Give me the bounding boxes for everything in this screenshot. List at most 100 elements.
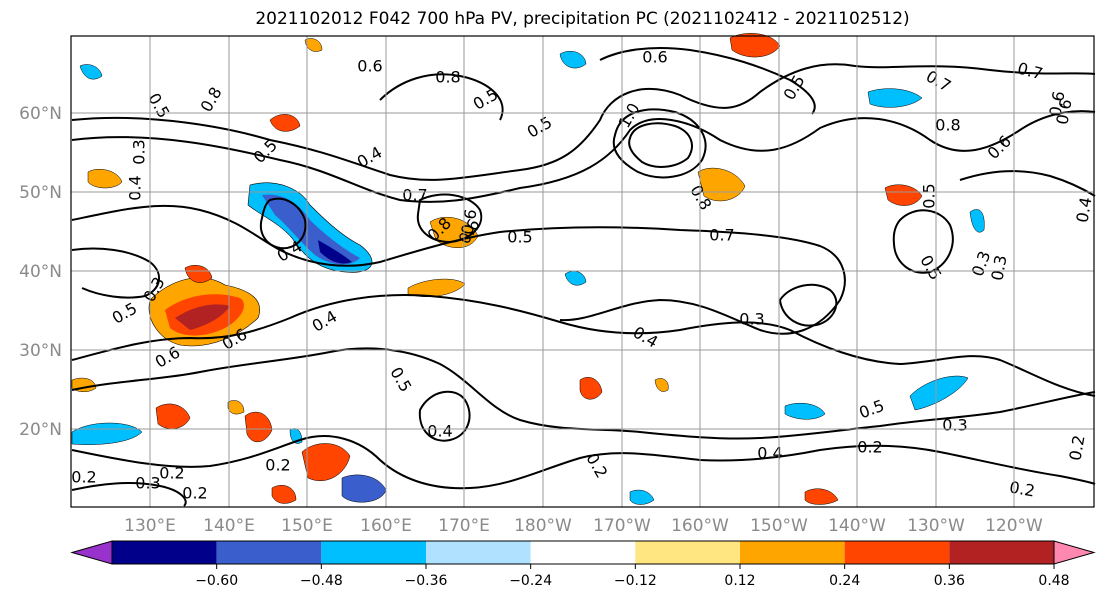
lat-label: 20°N bbox=[19, 420, 62, 440]
contour-line bbox=[71, 110, 1096, 203]
contour-label: 0.3 bbox=[135, 474, 160, 493]
contour-label: 0.5 bbox=[524, 113, 556, 142]
contour-label: 0.6 bbox=[152, 343, 184, 372]
contour-label: 0.2 bbox=[1065, 434, 1088, 462]
lon-label: 130°W bbox=[907, 516, 965, 536]
contour-label: 0.2 bbox=[857, 438, 882, 457]
colorbar-swatch bbox=[844, 541, 950, 564]
colorbar-swatch bbox=[530, 541, 636, 564]
contour-line bbox=[379, 73, 504, 121]
contour-label: 0.5 bbox=[856, 396, 886, 423]
colorbar-tick-label: −0.48 bbox=[300, 573, 343, 589]
contour-label: 0.5 bbox=[470, 85, 502, 114]
graticule bbox=[71, 36, 1094, 507]
contour-label: 0.5 bbox=[144, 90, 173, 122]
contour-line bbox=[612, 108, 707, 179]
lon-label: 120°W bbox=[985, 516, 1043, 536]
lat-label: 30°N bbox=[19, 341, 62, 361]
lon-label: 170°E bbox=[438, 516, 490, 536]
contour-label: 0.7 bbox=[1016, 59, 1046, 84]
contour-label: 0.2 bbox=[182, 484, 207, 503]
contour-label: 0.3 bbox=[739, 310, 764, 329]
lon-label: 160°E bbox=[360, 516, 412, 536]
longitude-labels: 130°E 140°E 150°E 160°E 170°E 180°W 170°W 160°W… bbox=[124, 516, 1043, 536]
contour-line bbox=[71, 204, 846, 335]
contour-label: 0.4 bbox=[1072, 196, 1095, 224]
latitude-labels: 60°N 50°N 40°N 30°N 20°N bbox=[19, 104, 62, 440]
colorbar-tick-label: −0.12 bbox=[614, 573, 657, 589]
contour-label: 0.8 bbox=[197, 84, 226, 116]
lat-label: 50°N bbox=[19, 183, 62, 203]
contour-label: 0.4 bbox=[427, 422, 452, 441]
contour-line bbox=[260, 197, 307, 250]
lon-label: 150°W bbox=[750, 516, 808, 536]
precipitation-shading bbox=[71, 33, 985, 505]
pv-contours bbox=[71, 47, 1096, 507]
contour-label: 0.3 bbox=[130, 139, 149, 164]
contour-label: 0.4 bbox=[354, 143, 386, 172]
contour-line bbox=[892, 209, 954, 274]
contour-line bbox=[71, 435, 1096, 490]
contour-line bbox=[778, 283, 838, 327]
lon-label: 140°E bbox=[203, 516, 255, 536]
contour-line bbox=[628, 122, 693, 168]
contour-label: 0.6 bbox=[457, 208, 480, 236]
lat-label: 40°N bbox=[19, 262, 62, 282]
contour-line bbox=[71, 482, 187, 507]
contour-label: 0.3 bbox=[942, 416, 967, 435]
pos-region-japan-deep bbox=[175, 304, 230, 330]
colorbar-swatch bbox=[740, 541, 845, 564]
neg-region-japan-core bbox=[262, 194, 360, 265]
colorbar-tick-label: −0.24 bbox=[509, 573, 552, 589]
contour-label: 0.7 bbox=[709, 226, 734, 245]
contour-label: 0.5 bbox=[109, 299, 141, 328]
contour-label: 0.4 bbox=[309, 307, 341, 336]
contour-label: 0.2 bbox=[159, 464, 184, 483]
contour-label: 0.4 bbox=[757, 444, 782, 463]
contour-label: 0.4 bbox=[630, 323, 662, 352]
colorbar-tick-label: 0.12 bbox=[724, 573, 755, 589]
contour-label: 0.5 bbox=[386, 364, 415, 396]
contour-line bbox=[418, 390, 471, 442]
lat-label: 60°N bbox=[19, 104, 62, 124]
map-frame bbox=[70, 35, 1095, 508]
neg-region-japan-deep bbox=[318, 240, 352, 264]
colorbar-swatch bbox=[949, 541, 1054, 564]
lon-label: 160°W bbox=[671, 516, 729, 536]
contour-line bbox=[71, 63, 1096, 181]
colorbar-swatch bbox=[635, 541, 740, 564]
contour-label: 0.4 bbox=[126, 175, 145, 200]
contour-label: 0.2 bbox=[265, 456, 290, 475]
colorbar-tick-label: 0.36 bbox=[934, 573, 965, 589]
colorbar-max-arrow bbox=[1053, 540, 1096, 565]
contour-label: 0.2 bbox=[71, 468, 96, 487]
lon-label: 180°W bbox=[514, 516, 572, 536]
colorbar-swatch bbox=[216, 541, 322, 564]
contour-line bbox=[599, 47, 816, 115]
colorbar-min-arrow bbox=[70, 540, 113, 565]
contour-line bbox=[959, 170, 1096, 197]
contour-label: 0.8 bbox=[935, 116, 960, 135]
contour-label: 0.7 bbox=[923, 67, 955, 96]
contour-line bbox=[416, 193, 483, 244]
contour-label: 0.5 bbox=[507, 228, 532, 247]
contour-label: 0.6 bbox=[357, 57, 382, 76]
colorbar-tick-label: −0.60 bbox=[195, 573, 238, 589]
colorbar-swatch bbox=[426, 541, 531, 564]
contour-line bbox=[71, 347, 1096, 440]
map-title: 2021102012 F042 700 hPa PV, precipitatio… bbox=[255, 9, 910, 29]
contour-label: 0.6 bbox=[1045, 90, 1068, 118]
lon-label: 150°E bbox=[281, 516, 333, 536]
contour-label: 0.6 bbox=[642, 48, 667, 67]
colorbar-tick-label: 0.24 bbox=[829, 573, 860, 589]
colorbar-swatch bbox=[321, 541, 426, 564]
contour-label: 0.7 bbox=[402, 186, 427, 205]
contour-line bbox=[71, 247, 160, 299]
lon-label: 130°E bbox=[124, 516, 176, 536]
contour-line bbox=[71, 293, 1096, 397]
contour-label: 0.5 bbox=[920, 183, 939, 208]
lon-label: 170°W bbox=[593, 516, 651, 536]
contour-label: 0.2 bbox=[1008, 477, 1036, 500]
contour-label: 0.8 bbox=[435, 68, 460, 87]
